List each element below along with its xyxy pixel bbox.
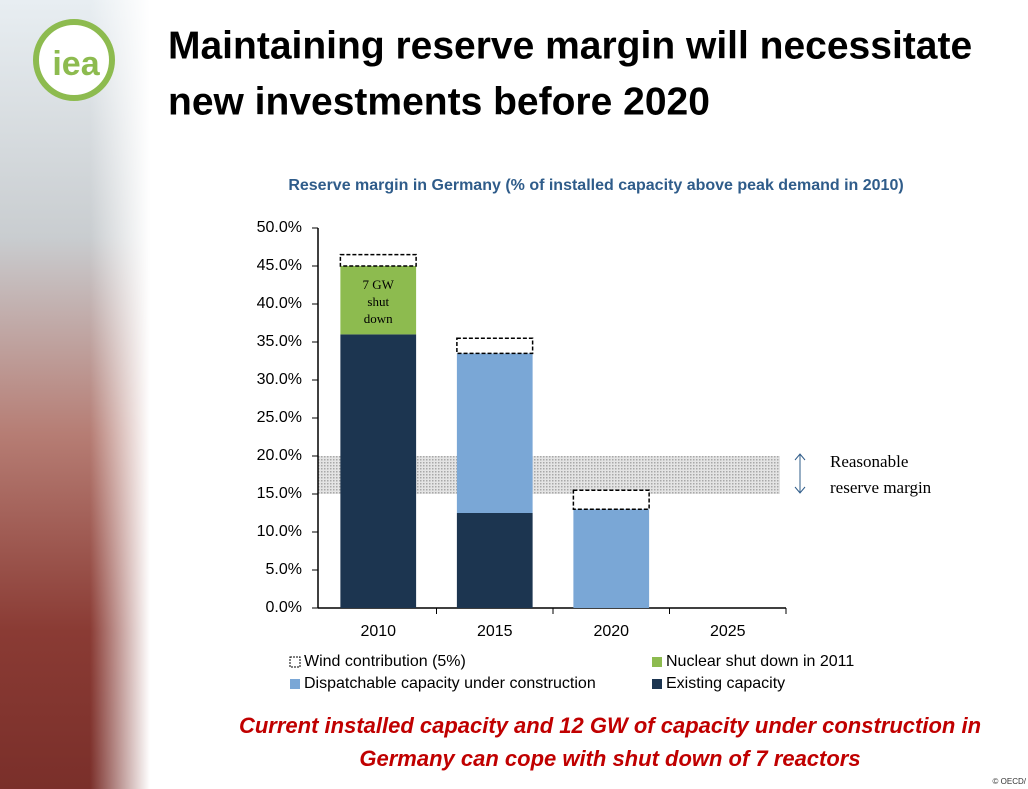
legend-label: Wind contribution (5%) — [304, 653, 466, 670]
bar-segment — [340, 266, 417, 335]
logo-ring — [33, 19, 115, 101]
legend-label: Dispatchable capacity under construction — [304, 675, 596, 692]
x-tick-label: 2015 — [477, 623, 513, 640]
bar-segment — [456, 353, 533, 513]
footer: Germany can cope with shut down of 7 rea… — [359, 746, 860, 771]
band-arrow-head — [794, 453, 806, 494]
logo: iea — [52, 45, 100, 83]
annotation: 7 GW — [363, 277, 395, 292]
bar-segment — [573, 509, 650, 608]
bar-segment — [456, 337, 534, 355]
y-tick-label: 45.0% — [257, 257, 302, 274]
legend-marker — [290, 679, 300, 689]
y-tick-label: 40.0% — [257, 295, 302, 312]
bar-segment — [456, 513, 533, 608]
bar-segment — [572, 489, 650, 510]
side-fade — [90, 0, 150, 789]
legend-marker — [652, 679, 662, 689]
chart-title: Reserve margin in Germany (% of installe… — [288, 177, 903, 194]
legend-label: Existing capacity — [666, 675, 785, 692]
y-tick-label: 0.0% — [266, 599, 302, 616]
bar-segment — [339, 253, 417, 267]
x-tick-label: 2020 — [593, 623, 629, 640]
band-label: Reasonable — [830, 452, 908, 471]
y-tick-label: 30.0% — [257, 371, 302, 388]
legend-marker — [652, 657, 662, 667]
band-label: reserve margin — [830, 478, 932, 497]
y-tick-label: 25.0% — [257, 409, 302, 426]
x-tick-label: 2025 — [710, 623, 746, 640]
y-tick-label: 5.0% — [266, 561, 302, 578]
x-tick-label: 2010 — [360, 623, 396, 640]
y-tick-label: 20.0% — [257, 447, 302, 464]
legend-label: Nuclear shut down in 2011 — [666, 653, 854, 670]
y-tick-label: 35.0% — [257, 333, 302, 350]
annotation: down — [364, 311, 393, 326]
slide-title: new investments before 2020 — [168, 80, 710, 123]
y-tick-label: 50.0% — [257, 219, 302, 236]
y-tick-label: 10.0% — [257, 523, 302, 540]
slide-title: Maintaining reserve margin will necessit… — [168, 24, 972, 67]
copyright: © OECD/ — [993, 777, 1027, 786]
bar-segment — [340, 334, 417, 608]
y-tick-label: 15.0% — [257, 485, 302, 502]
annotation: shut — [367, 294, 389, 309]
footer: Current installed capacity and 12 GW of … — [239, 713, 981, 738]
legend-marker — [289, 656, 301, 668]
